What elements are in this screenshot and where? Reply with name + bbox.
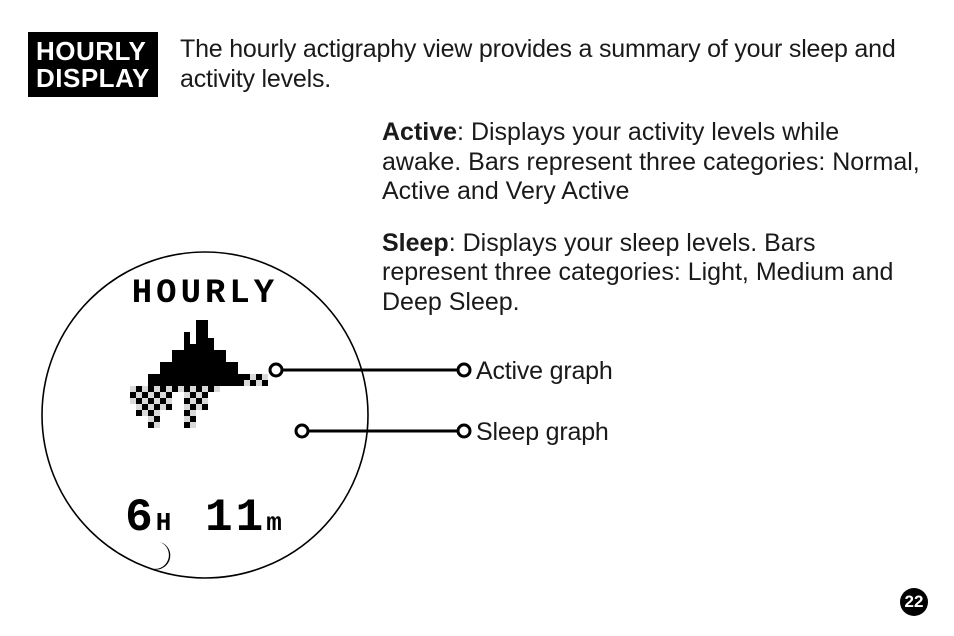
definitions: Active: Displays your activity levels wh…	[382, 118, 922, 339]
def-active: Active: Displays your activity levels wh…	[382, 118, 922, 207]
callout-active: Active graph	[476, 357, 613, 386]
section-badge: HOURLY DISPLAY	[28, 32, 158, 97]
def-active-text: : Displays your activity levels while aw…	[382, 118, 920, 205]
svg-text:6H 11m: 6H 11m	[125, 492, 285, 544]
def-sleep: Sleep: Displays your sleep levels. Bars …	[382, 229, 922, 318]
def-sleep-text: : Displays your sleep levels. Bars repre…	[382, 229, 893, 316]
callout-active-label: Active graph	[476, 357, 613, 386]
def-sleep-label: Sleep	[382, 229, 449, 257]
page-number: 22	[900, 588, 928, 616]
svg-text:HOURLY: HOURLY	[132, 275, 278, 313]
page-number-value: 22	[905, 592, 924, 612]
moon-icon	[150, 542, 170, 570]
badge-line1: HOURLY	[36, 38, 150, 65]
callout-sleep: Sleep graph	[476, 418, 609, 447]
watch-face: HOURLY 6H 11m	[40, 230, 370, 600]
def-active-label: Active	[382, 118, 457, 146]
callout-sleep-label: Sleep graph	[476, 418, 609, 447]
badge-line2: DISPLAY	[36, 65, 150, 92]
intro-text: The hourly actigraphy view provides a su…	[180, 34, 900, 94]
